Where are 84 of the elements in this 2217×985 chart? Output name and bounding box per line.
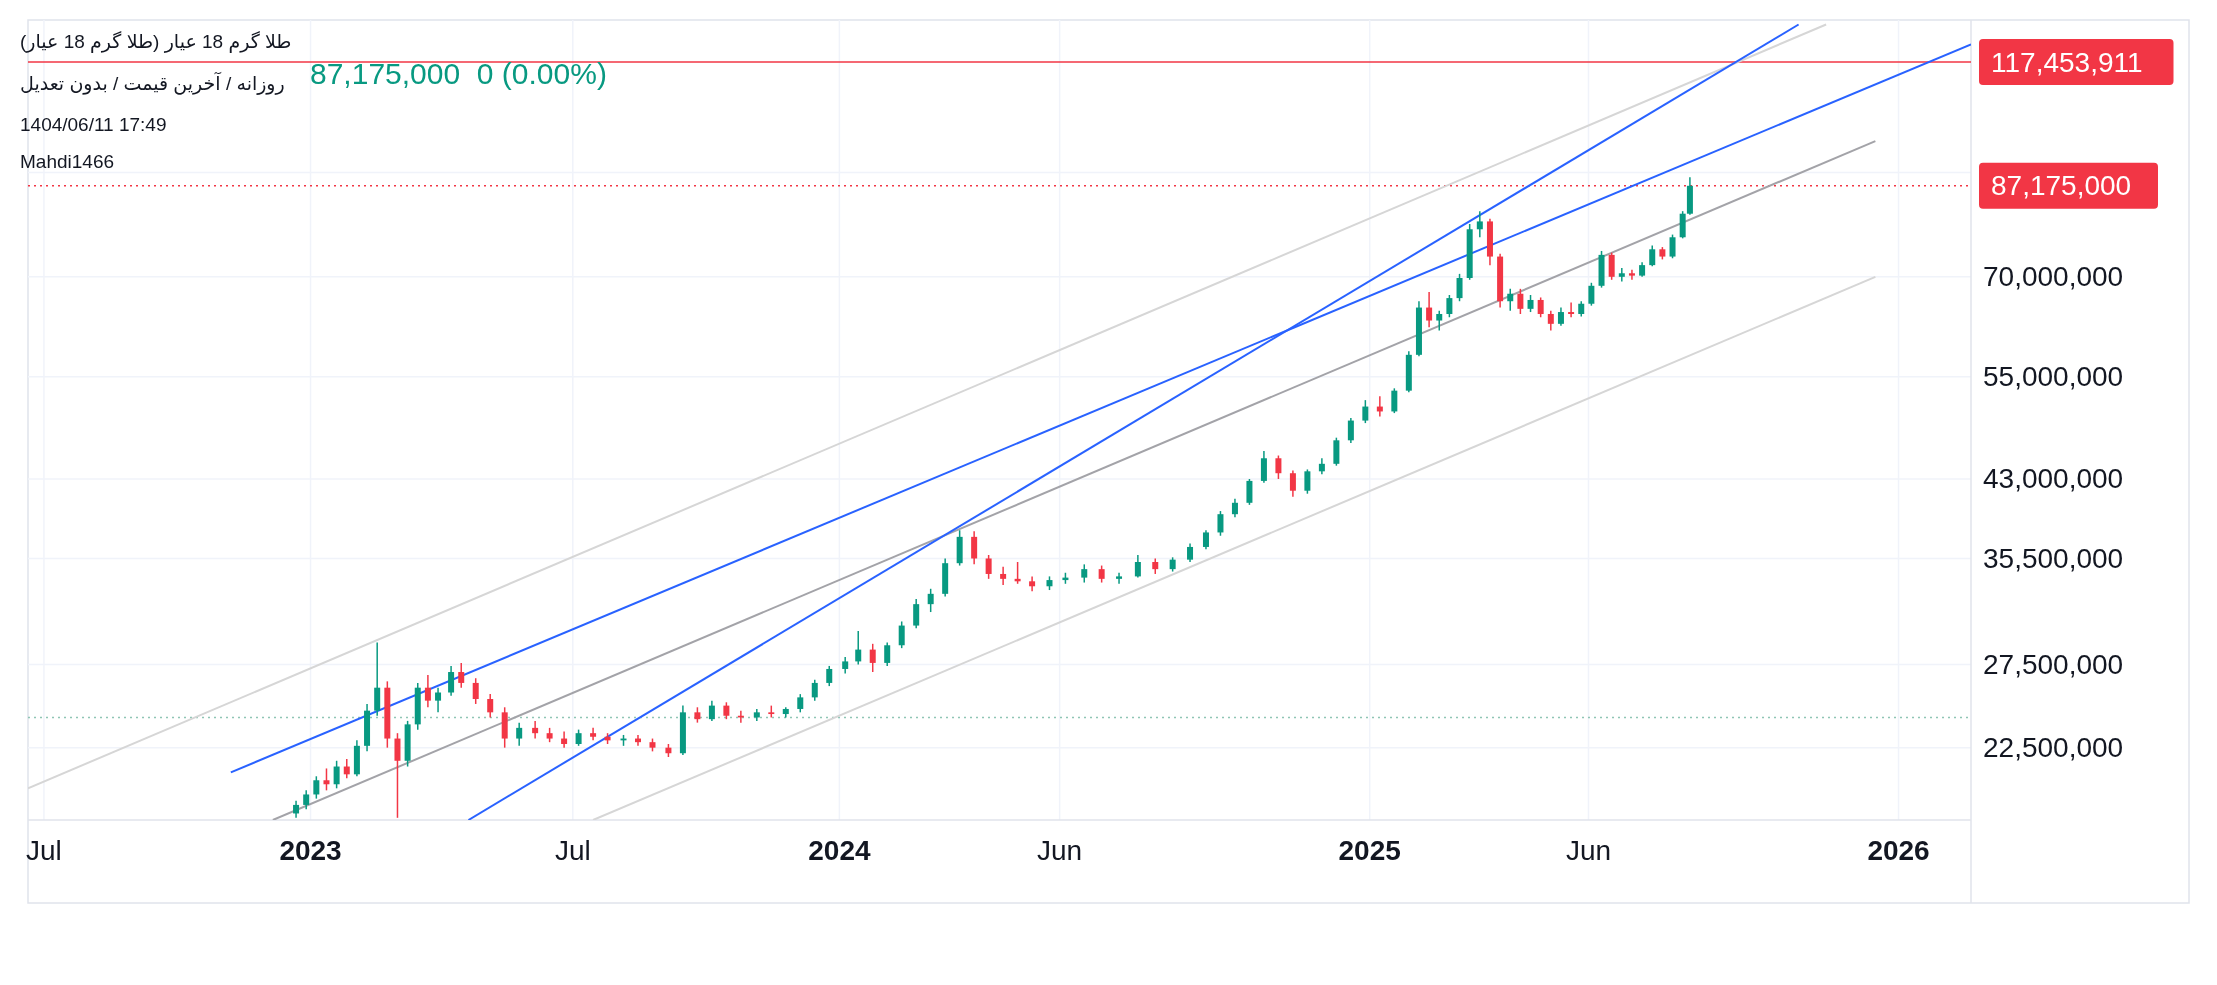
candlestick bbox=[1246, 478, 1253, 506]
candlestick bbox=[458, 662, 465, 689]
candlestick bbox=[448, 665, 455, 697]
candlestick bbox=[1202, 529, 1209, 550]
x-tick-label: 2025 bbox=[1338, 835, 1401, 866]
candlestick bbox=[1391, 387, 1398, 414]
candlestick bbox=[797, 693, 804, 714]
candlestick bbox=[1649, 244, 1656, 268]
annotation: Mahdi1466 bbox=[20, 151, 115, 172]
candlestick bbox=[1333, 436, 1340, 467]
y-tick-label: 70,000,000 bbox=[1983, 261, 2124, 293]
candlestick bbox=[1669, 233, 1676, 260]
candlestick bbox=[1456, 273, 1463, 302]
ref-line-label: 87,175,000 bbox=[1991, 170, 2132, 202]
candlestick bbox=[1507, 288, 1514, 312]
candlestick bbox=[855, 630, 862, 666]
candlestick bbox=[1436, 310, 1443, 332]
candlestick bbox=[1628, 269, 1635, 281]
annotation: 87,175,000 0 (0.00%) bbox=[310, 57, 607, 90]
candlestick bbox=[826, 665, 833, 687]
candlestick bbox=[1679, 210, 1686, 240]
candlestick bbox=[303, 789, 310, 810]
candlestick bbox=[1476, 210, 1483, 239]
candlestick bbox=[472, 677, 479, 705]
candlestick bbox=[811, 679, 818, 702]
y-tick-label: 43,000,000 bbox=[1983, 463, 2124, 495]
candlestick bbox=[532, 720, 539, 740]
candlestick bbox=[561, 730, 568, 749]
candlestick bbox=[898, 620, 905, 649]
candlestick bbox=[1231, 497, 1238, 519]
x-tick-label: Jul bbox=[554, 835, 591, 866]
x-tick-label: Jun bbox=[1565, 835, 1612, 866]
candlestick bbox=[1081, 563, 1088, 584]
candlestick bbox=[884, 641, 891, 667]
x-tick-label: 2026 bbox=[1867, 835, 1930, 866]
candlestick bbox=[1347, 417, 1354, 444]
x-tick-label: Jul bbox=[26, 835, 62, 866]
candlestick bbox=[708, 699, 715, 722]
candlestick bbox=[1134, 554, 1141, 579]
candlestick bbox=[1557, 306, 1564, 327]
candlestick bbox=[313, 775, 320, 800]
candlestick bbox=[424, 674, 431, 709]
candlestick bbox=[394, 732, 401, 819]
annotation: 1404/06/11 17:49 bbox=[20, 114, 167, 135]
candlestick bbox=[927, 588, 934, 613]
candlestick bbox=[1362, 399, 1369, 424]
candlestick bbox=[487, 693, 494, 719]
y-tick-label: 55,000,000 bbox=[1983, 361, 2124, 393]
candlestick bbox=[913, 598, 920, 630]
y-tick-label: 27,500,000 bbox=[1983, 648, 2124, 680]
candlestick bbox=[1608, 251, 1615, 281]
x-tick-label: 2024 bbox=[808, 835, 871, 866]
candlestick bbox=[1275, 454, 1282, 480]
text: روزانه / آخرین قیمت / بدون تعدیل bbox=[20, 71, 285, 95]
candlestick bbox=[971, 530, 978, 566]
y-tick-label: 35,500,000 bbox=[1983, 542, 2124, 574]
candlestick bbox=[516, 721, 523, 747]
candlestick bbox=[1537, 296, 1544, 318]
candlestick bbox=[374, 641, 381, 717]
candlestick bbox=[1618, 267, 1625, 283]
x-tick-label: Jun bbox=[1037, 835, 1083, 866]
candlestick bbox=[1289, 469, 1296, 498]
candlestick bbox=[1116, 572, 1123, 585]
candlestick bbox=[1260, 450, 1267, 484]
candlestick bbox=[1446, 294, 1453, 318]
candlestick bbox=[1304, 468, 1311, 495]
ref-line-label: 117,453,911 bbox=[1991, 46, 2143, 78]
candlestick bbox=[1568, 301, 1575, 318]
candlestick bbox=[1217, 510, 1224, 537]
candlestick bbox=[985, 554, 992, 580]
candlestick bbox=[333, 760, 340, 790]
y-tick-label: 22,500,000 bbox=[1983, 732, 2124, 764]
candlestick bbox=[1517, 288, 1524, 315]
candlestick bbox=[1187, 542, 1194, 563]
candlestick bbox=[1426, 291, 1433, 328]
candlestick bbox=[1588, 282, 1595, 307]
candlestick bbox=[323, 767, 330, 792]
candlestick bbox=[1547, 310, 1554, 332]
candlestick bbox=[869, 643, 876, 673]
x-tick-label: 2023 bbox=[279, 835, 342, 866]
text: طلا گرم 18 عیار (طلا گرم 18 عیار) bbox=[20, 30, 292, 53]
candlestick bbox=[435, 686, 442, 714]
candlestick bbox=[1029, 575, 1036, 593]
candlestick bbox=[1000, 566, 1007, 586]
